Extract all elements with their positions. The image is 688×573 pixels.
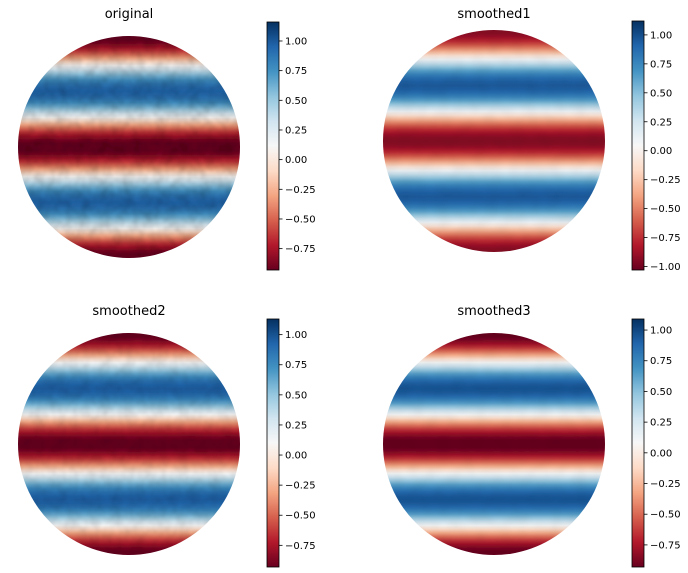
colorbar-tick-label: −0.50 <box>285 214 316 225</box>
colorbar-tick-label: 0.75 <box>650 356 672 367</box>
colorbar-tick-label: −0.75 <box>650 233 681 244</box>
disk-plot <box>18 36 240 258</box>
disk-surface <box>383 333 605 555</box>
colorbar-tick-label: 0.00 <box>285 451 307 462</box>
colorbar-tick-label: 0.50 <box>285 96 307 107</box>
colorbar-tick-label: −0.50 <box>650 510 681 521</box>
colorbar: 1.00 0.75 0.50 0.25 0.00 −0.25 −0.50 −0.75 <box>266 318 316 568</box>
colorbar-gradient <box>266 21 280 271</box>
colorbar-tick-label: 0.50 <box>650 387 672 398</box>
colorbar-tick-label: −0.75 <box>285 244 316 255</box>
colorbar-gradient <box>266 318 280 568</box>
colorbar-tick-label: 0.00 <box>285 155 307 166</box>
disk-plot <box>383 30 605 252</box>
panel-title: smoothed3 <box>457 304 530 319</box>
colorbar-tick-label: −0.75 <box>650 540 681 551</box>
colorbar-tick-label: 0.75 <box>285 66 307 77</box>
disk-surface <box>18 333 240 555</box>
colorbar-tick-label: 1.00 <box>650 30 672 41</box>
disk-surface <box>18 36 240 258</box>
colorbar-tick-label: 0.25 <box>650 117 672 128</box>
panel-original: original 1.00 0.75 0.50 0.25 0.00 −0.25 −0.50 −… <box>18 7 316 271</box>
colorbar-tick-label: 1.00 <box>285 330 307 341</box>
colorbar-tick-label: −0.25 <box>285 481 316 492</box>
colorbar-tick-label: −0.25 <box>650 479 681 490</box>
colorbar-tick-label: 0.25 <box>285 125 307 136</box>
panel-smoothed3: smoothed3 1.00 0.75 0.50 0.25 0.00 −0.25 −0.50… <box>383 304 681 568</box>
colorbar-tick-label: −1.00 <box>650 262 681 273</box>
colorbar-tick-label: −0.50 <box>650 204 681 215</box>
panel-smoothed2: smoothed2 1.00 0.75 0.50 0.25 0.00 −0.25 −0.50… <box>18 304 316 568</box>
colorbar-tick-label: −0.25 <box>285 185 316 196</box>
colorbar-tick-label: 0.25 <box>285 420 307 431</box>
colorbar-tick-label: 0.00 <box>650 146 672 157</box>
colorbar-tick-label: 0.25 <box>650 418 672 429</box>
disk-plot <box>18 333 240 555</box>
colorbar: 1.00 0.75 0.50 0.25 0.00 −0.25 −0.50 −0.75 <box>631 318 681 568</box>
colorbar-tick-label: −0.75 <box>285 541 316 552</box>
colorbar-tick-label: 0.50 <box>650 88 672 99</box>
colorbar-tick-label: 1.00 <box>650 326 672 337</box>
disk-plot <box>383 333 605 555</box>
colorbar-tick-label: −0.25 <box>650 175 681 186</box>
colorbar-tick-label: 0.00 <box>650 448 672 459</box>
colorbar-tick-label: −0.50 <box>285 511 316 522</box>
panel-title: smoothed1 <box>457 7 530 22</box>
panel-title: smoothed2 <box>92 304 165 319</box>
panel-title: original <box>105 7 154 22</box>
colorbar: 1.00 0.75 0.50 0.25 0.00 −0.25 −0.50 −0.75 −1.00 <box>631 20 681 273</box>
colorbar-tick-label: 1.00 <box>285 36 307 47</box>
colorbar-gradient <box>631 20 645 271</box>
panel-smoothed1: smoothed1 1.00 0.75 0.50 0.25 0.00 −0.25 −0.50… <box>383 7 681 273</box>
colorbar: 1.00 0.75 0.50 0.25 0.00 −0.25 −0.50 −0.75 <box>266 21 316 271</box>
colorbar-gradient <box>631 318 645 568</box>
disk-surface <box>383 30 605 252</box>
colorbar-tick-label: 0.75 <box>650 59 672 70</box>
colorbar-tick-label: 0.75 <box>285 360 307 371</box>
colorbar-tick-label: 0.50 <box>285 390 307 401</box>
